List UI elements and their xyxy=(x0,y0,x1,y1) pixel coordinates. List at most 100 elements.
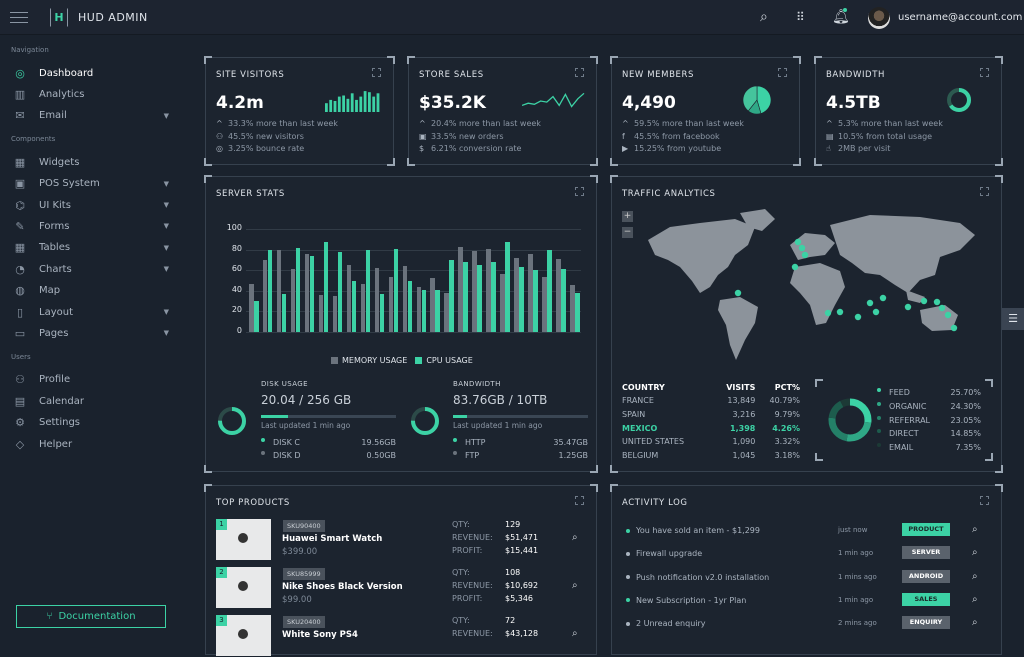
search-icon[interactable]: ⌕ xyxy=(972,570,978,582)
bar-cpu[interactable] xyxy=(379,293,385,332)
bar-cpu[interactable] xyxy=(449,259,454,332)
user-email[interactable]: username@account.com xyxy=(898,12,1023,23)
search-icon[interactable]: ⌕ xyxy=(572,628,578,639)
bar-cpu[interactable] xyxy=(477,265,482,332)
expand-icon[interactable] xyxy=(980,496,989,505)
sidebar-item-pos-system[interactable]: ▣ POS System ▼ xyxy=(12,174,177,194)
bar-cpu[interactable] xyxy=(281,293,287,332)
sidebar-item-calendar[interactable]: ▤ Calendar xyxy=(12,391,177,411)
bar-cpu[interactable] xyxy=(393,248,399,332)
expand-icon[interactable] xyxy=(575,187,584,196)
sidebar-item-email[interactable]: ✉ Email ▼ xyxy=(12,106,177,126)
menu-icon[interactable] xyxy=(10,12,28,23)
product-item[interactable]: 1 SKU90400 Huawei Smart Watch $399.00 QT… xyxy=(216,519,586,561)
bar-cpu[interactable] xyxy=(337,251,343,332)
bar-memory[interactable] xyxy=(514,257,519,332)
search-icon[interactable]: ⌕ xyxy=(572,580,578,591)
search-icon[interactable]: ⌕ xyxy=(760,9,768,25)
bar-memory[interactable] xyxy=(402,266,408,332)
sidebar-item-charts[interactable]: ◔ Charts ▼ xyxy=(12,259,177,279)
sidebar-item-ui-kits[interactable]: ⌬ UI Kits ▼ xyxy=(12,195,177,215)
bar-cpu[interactable] xyxy=(547,249,552,332)
bar-cpu[interactable] xyxy=(575,292,580,332)
bar-memory[interactable] xyxy=(249,283,254,332)
table-row[interactable]: FRANCE 13,849 40.79% xyxy=(622,394,800,408)
expand-icon[interactable] xyxy=(778,68,787,77)
sidebar-item-tables[interactable]: ▦ Tables ▼ xyxy=(12,238,177,258)
sidebar-item-layout[interactable]: ▯ Layout ▼ xyxy=(12,302,177,322)
logo[interactable]: H xyxy=(50,8,68,27)
bar-memory[interactable] xyxy=(262,259,268,332)
table-row[interactable]: MEXICO 1,398 4.26% xyxy=(622,421,800,435)
search-icon[interactable]: ⌕ xyxy=(972,524,978,535)
expand-icon[interactable] xyxy=(575,496,584,505)
sidebar-item-widgets[interactable]: ▦ Widgets xyxy=(12,152,177,172)
expand-icon[interactable] xyxy=(575,68,584,77)
search-icon[interactable]: ⌕ xyxy=(572,532,578,543)
bar-cpu[interactable] xyxy=(254,301,259,332)
bell-icon[interactable]: 🔔︎ xyxy=(832,9,850,25)
table-row[interactable]: BELGIUM 1,045 3.18% xyxy=(622,449,800,463)
activity-item[interactable]: You have sold an item - $1,299 just now … xyxy=(626,523,986,539)
sidebar-item-analytics[interactable]: ▥ Analytics xyxy=(12,84,177,104)
sidebar-item-settings[interactable]: ⚙ Settings xyxy=(12,413,177,433)
search-icon[interactable]: ⌕ xyxy=(972,547,978,559)
table-row[interactable]: UNITED STATES 1,090 3.32% xyxy=(622,435,800,449)
sidebar-item-pages[interactable]: ▭ Pages ▼ xyxy=(12,323,177,343)
bar-memory[interactable] xyxy=(556,258,561,332)
bar-cpu[interactable] xyxy=(519,267,524,332)
bar-cpu[interactable] xyxy=(351,280,357,332)
expand-icon[interactable] xyxy=(980,187,989,196)
bar-cpu[interactable] xyxy=(407,280,413,332)
sidebar-item-map[interactable]: ◍ Map xyxy=(12,281,177,301)
map-zoom-out-button[interactable]: − xyxy=(622,227,633,238)
world-map[interactable] xyxy=(640,205,995,370)
product-item[interactable]: 3 SKU20400 White Sony PS4 QTY: 72 REVENU… xyxy=(216,615,586,657)
activity-item[interactable]: New Subscription - 1yr Plan 1 min ago SA… xyxy=(626,592,986,609)
bar-memory[interactable] xyxy=(388,277,394,332)
bar-cpu[interactable] xyxy=(295,247,301,332)
bar-cpu[interactable] xyxy=(463,261,468,332)
avatar[interactable] xyxy=(868,7,890,29)
sidebar-item-dashboard[interactable]: ◎ Dashboard xyxy=(12,63,177,83)
activity-item[interactable]: Firewall upgrade 1 min ago SERVER ⌕ xyxy=(626,546,986,562)
bar-memory[interactable] xyxy=(318,294,324,332)
bar-memory[interactable] xyxy=(332,295,338,332)
bar-memory[interactable] xyxy=(304,253,310,332)
bar-memory[interactable] xyxy=(500,274,505,332)
table-row[interactable]: SPAIN 3,216 9.79% xyxy=(622,408,800,422)
bar-memory[interactable] xyxy=(290,269,296,332)
bar-cpu[interactable] xyxy=(309,255,315,332)
bar-memory[interactable] xyxy=(416,286,421,332)
apps-grid-icon[interactable]: ⠿ xyxy=(796,10,805,24)
bar-memory[interactable] xyxy=(430,278,435,332)
bar-memory[interactable] xyxy=(276,249,282,332)
bar-memory[interactable] xyxy=(360,283,366,332)
bar-cpu[interactable] xyxy=(365,249,371,332)
bar-cpu[interactable] xyxy=(533,270,538,332)
bar-memory[interactable] xyxy=(374,268,380,332)
bar-memory[interactable] xyxy=(458,246,463,332)
bar-memory[interactable] xyxy=(486,248,491,332)
bar-memory[interactable] xyxy=(472,250,477,332)
bar-cpu[interactable] xyxy=(491,261,496,332)
bar-cpu[interactable] xyxy=(505,242,510,332)
activity-item[interactable]: Push notification v2.0 installation 1 mi… xyxy=(626,569,986,586)
product-name[interactable]: White Sony PS4 xyxy=(282,630,358,640)
bar-cpu[interactable] xyxy=(561,269,566,332)
bar-memory[interactable] xyxy=(570,284,575,332)
bar-cpu[interactable] xyxy=(267,249,273,332)
sidebar-item-helper[interactable]: ◇ Helper xyxy=(12,434,177,454)
product-item[interactable]: 2 SKU85999 Nike Shoes Black Version $99.… xyxy=(216,567,586,609)
brand-name[interactable]: HUD ADMIN xyxy=(78,11,148,24)
sidebar-item-profile[interactable]: ⚇ Profile xyxy=(12,370,177,390)
bar-cpu[interactable] xyxy=(435,289,440,332)
activity-item[interactable]: 2 Unread enquiry 2 mins ago ENQUIRY ⌕ xyxy=(626,616,986,632)
product-name[interactable]: Huawei Smart Watch xyxy=(282,534,383,544)
expand-icon[interactable] xyxy=(980,68,989,77)
bar-memory[interactable] xyxy=(542,277,547,332)
search-icon[interactable]: ⌕ xyxy=(972,617,978,629)
theme-settings-toggle-icon[interactable]: ☰ xyxy=(1002,308,1024,330)
sidebar-item-forms[interactable]: ✎ Forms ▼ xyxy=(12,216,177,236)
search-icon[interactable]: ⌕ xyxy=(972,593,978,605)
